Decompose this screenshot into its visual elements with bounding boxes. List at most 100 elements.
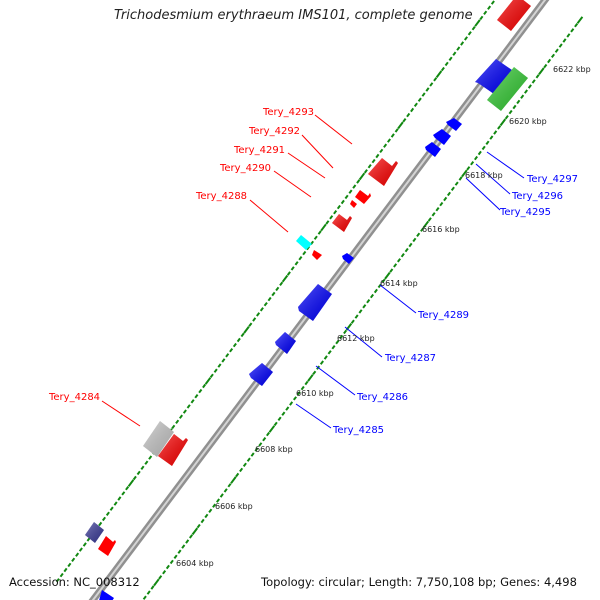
minor-tick: [339, 334, 344, 340]
gene-forward-4293[interactable]: [368, 158, 398, 186]
major-tick: [422, 220, 430, 229]
gene-reverse-4289[interactable]: [298, 284, 332, 321]
minor-tick: [483, 10, 488, 15]
minor-tick: [302, 250, 307, 256]
gene-reverse-bottom[interactable]: [98, 590, 114, 600]
gene-forward-4284[interactable]: [158, 434, 188, 466]
major-tick: [538, 67, 545, 76]
gene-reverse-4296[interactable]: [433, 129, 451, 145]
minor-tick: [460, 41, 465, 46]
topology-label: Topology: circular; Length: 7,750,108 bp…: [261, 575, 577, 589]
minor-tick: [446, 191, 452, 197]
minor-tick: [352, 184, 357, 189]
minor-tick: [448, 56, 453, 62]
minor-tick: [429, 82, 434, 87]
minor-tick: [236, 337, 241, 343]
minor-tick: [165, 564, 170, 570]
minor-tick: [59, 572, 64, 578]
minor-tick: [296, 391, 301, 396]
gene-forward-6605[interactable]: [98, 536, 116, 556]
minor-tick: [570, 28, 575, 33]
minor-tick: [227, 483, 232, 488]
minor-tick: [467, 31, 472, 36]
minor-tick: [362, 304, 367, 309]
minor-tick: [444, 61, 449, 67]
minor-tick: [125, 486, 130, 491]
gene-reverse-4287[interactable]: [275, 332, 296, 354]
gene-rna-4288[interactable]: [296, 235, 312, 250]
scale-labels: 6622 kbp 6620 kbp 6618 kbp 6616 kbp 6614…: [176, 65, 591, 568]
gene-label: Tery_4290: [219, 163, 271, 174]
minor-tick: [335, 339, 340, 345]
minor-tick: [277, 416, 282, 421]
scale-label: 6604 kbp: [176, 559, 214, 568]
gene-label: Tery_4291: [233, 145, 285, 156]
gene-forward-4290[interactable]: [332, 214, 352, 232]
gene-reverse-small-6615[interactable]: [342, 253, 354, 264]
gene-label: Tery_4287: [384, 353, 436, 364]
gene-other-green[interactable]: [487, 67, 528, 111]
minor-tick: [186, 404, 191, 409]
minor-tick: [558, 43, 563, 48]
minor-tick: [285, 406, 290, 411]
minor-tick: [209, 373, 214, 378]
gene-other-light[interactable]: [143, 421, 174, 457]
scale-label: 6606 kbp: [215, 502, 253, 511]
minor-tick: [262, 437, 267, 442]
minor-tick: [150, 585, 155, 590]
major-tick: [397, 121, 404, 130]
gene-forward-4292[interactable]: [355, 190, 371, 204]
minor-tick: [336, 204, 341, 210]
gene-reverse-4297[interactable]: [446, 118, 462, 131]
gene-label: Tery_4285: [332, 425, 384, 436]
minor-tick: [400, 253, 405, 258]
minor-tick: [375, 153, 380, 159]
minor-tick: [487, 5, 492, 10]
major-tick: [474, 19, 481, 27]
minor-tick: [350, 319, 355, 324]
minor-tick: [179, 414, 183, 419]
minor-tick: [175, 419, 180, 424]
gene-reverse-4286[interactable]: [249, 363, 273, 386]
minor-tick: [304, 380, 309, 386]
minor-tick: [363, 169, 368, 174]
minor-tick: [248, 322, 253, 327]
minor-tick: [327, 350, 332, 355]
minor-tick: [289, 401, 294, 406]
minor-tick: [242, 462, 247, 467]
minor-tick: [527, 84, 532, 89]
minor-tick: [479, 15, 484, 21]
gene-reverse-4295[interactable]: [425, 142, 441, 157]
gene-other-purple[interactable]: [85, 522, 104, 543]
minor-tick: [410, 107, 415, 113]
minor-tick: [78, 547, 83, 552]
minor-tick: [431, 212, 436, 217]
minor-tick: [232, 342, 237, 348]
minor-tick: [98, 521, 103, 527]
minor-tick: [562, 38, 567, 43]
minor-tick: [454, 181, 459, 186]
major-tick: [461, 169, 468, 178]
minor-tick: [275, 286, 280, 292]
minor-tick: [473, 155, 479, 161]
gene-reverse-6621[interactable]: [475, 59, 512, 94]
gene-features: [85, 0, 531, 600]
major-tick: [127, 479, 135, 487]
minor-tick: [194, 394, 199, 399]
minor-tick: [343, 329, 348, 335]
minor-tick: [466, 166, 471, 171]
minor-tick: [551, 53, 555, 59]
gene-forward-top[interactable]: [497, 0, 531, 31]
minor-tick: [413, 102, 418, 107]
minor-tick: [389, 268, 394, 273]
gene-forward-small-6615[interactable]: [312, 250, 322, 260]
scale-label: 6610 kbp: [296, 389, 334, 398]
minor-tick: [477, 150, 482, 156]
major-tick: [499, 118, 507, 127]
scale-label: 6614 kbp: [380, 279, 418, 288]
gene-forward-4291[interactable]: [350, 200, 357, 208]
minor-tick: [520, 94, 525, 99]
minor-tick: [63, 567, 68, 573]
minor-tick: [273, 421, 278, 427]
minor-tick: [121, 491, 126, 496]
